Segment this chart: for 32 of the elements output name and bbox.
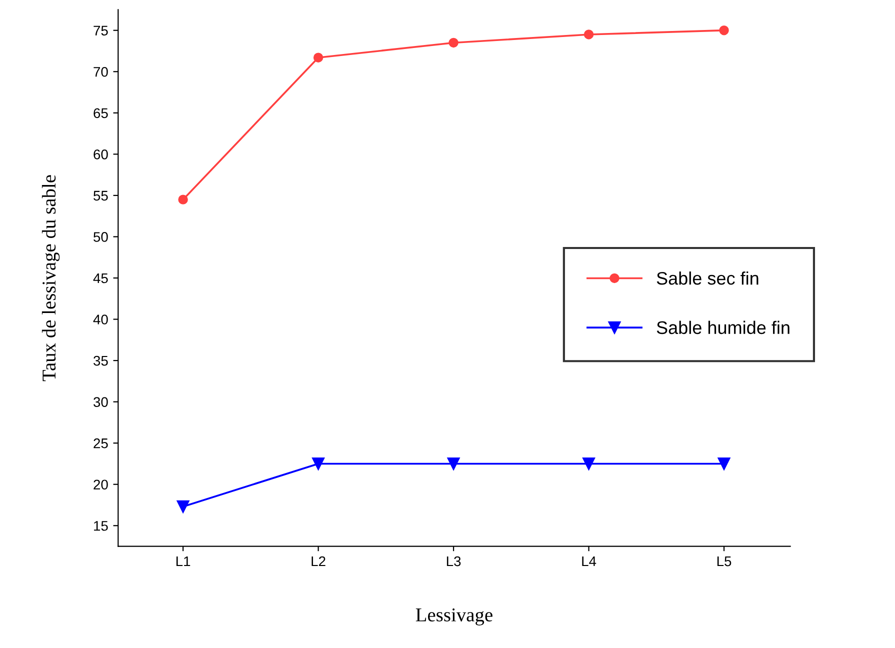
x-tick-label: L2	[312, 556, 326, 566]
y-tick-label: 20	[94, 480, 108, 490]
y-tick-label: 70	[94, 66, 108, 77]
y-tick-label: 25	[94, 438, 108, 448]
x-tick-label: L1	[176, 556, 190, 566]
y-tick-label: 75	[94, 26, 108, 36]
point	[582, 457, 596, 470]
y-tick-label: 60	[94, 150, 108, 160]
point	[313, 52, 324, 62]
y-tick-label: 35	[94, 356, 108, 366]
legend-label: Sable humide fin	[656, 320, 790, 334]
point	[448, 38, 458, 48]
y-tick-label: 45	[93, 273, 108, 284]
y-tick-label: 30	[94, 397, 108, 407]
y-tick-label: 40	[93, 314, 108, 324]
x-tick-label: L4	[582, 556, 596, 566]
point	[178, 194, 188, 204]
point	[718, 457, 730, 470]
y-axis-title: Taux de lessivage du sable	[42, 175, 60, 382]
point	[719, 25, 729, 36]
point	[312, 457, 325, 470]
y-tick-label: 65	[94, 108, 108, 118]
legend-label: Sable sec fin	[656, 271, 758, 285]
y-tick-label: 55	[94, 190, 108, 201]
y-tick-label: 15	[94, 521, 108, 531]
point	[176, 500, 190, 513]
x-axis-title: Lessivage	[416, 608, 492, 626]
point	[447, 457, 460, 470]
x-tick-label: L5	[717, 556, 732, 566]
y-tick-label: 50	[94, 232, 108, 242]
x-tick-label: L3	[446, 556, 461, 566]
point	[584, 30, 594, 40]
